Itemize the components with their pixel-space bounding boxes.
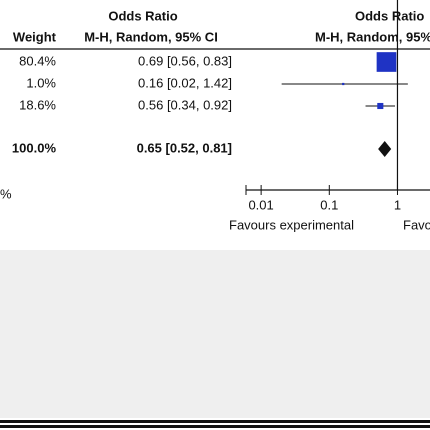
background-band: [0, 250, 430, 418]
weight: 18.6%: [19, 97, 56, 112]
plot-header: Odds Ratio: [355, 8, 424, 23]
footnote: %: [0, 186, 12, 201]
odds-ratio: 0.16 [0.02, 1.42]: [138, 75, 232, 90]
favours-right: Favours control: [403, 217, 430, 232]
odds-ratio: 0.69 [0.56, 0.83]: [138, 53, 232, 68]
x-tick-label: 1: [394, 197, 401, 212]
or-header: Odds Ratio: [108, 8, 177, 23]
effect-square: [377, 102, 384, 110]
x-tick-label: 0.1: [320, 197, 338, 212]
weight: 80.4%: [19, 53, 56, 68]
total-diamond: [378, 141, 392, 157]
or-method: M-H, Random, 95% CI: [84, 29, 218, 44]
plot-method: M-H, Random, 95% CI: [315, 29, 430, 44]
total-weight: 100.0%: [12, 140, 57, 155]
rule: [0, 425, 430, 428]
total-odds-ratio: 0.65 [0.52, 0.81]: [137, 140, 232, 155]
favours-left: Favours experimental: [229, 217, 354, 232]
effect-square: [376, 52, 397, 72]
weight-header: Weight: [13, 29, 57, 44]
rule: [0, 420, 430, 423]
effect-square: [342, 82, 345, 86]
odds-ratio: 0.56 [0.34, 0.92]: [138, 97, 232, 112]
weight: 1.0%: [26, 75, 56, 90]
x-tick-label: 0.01: [248, 197, 273, 212]
